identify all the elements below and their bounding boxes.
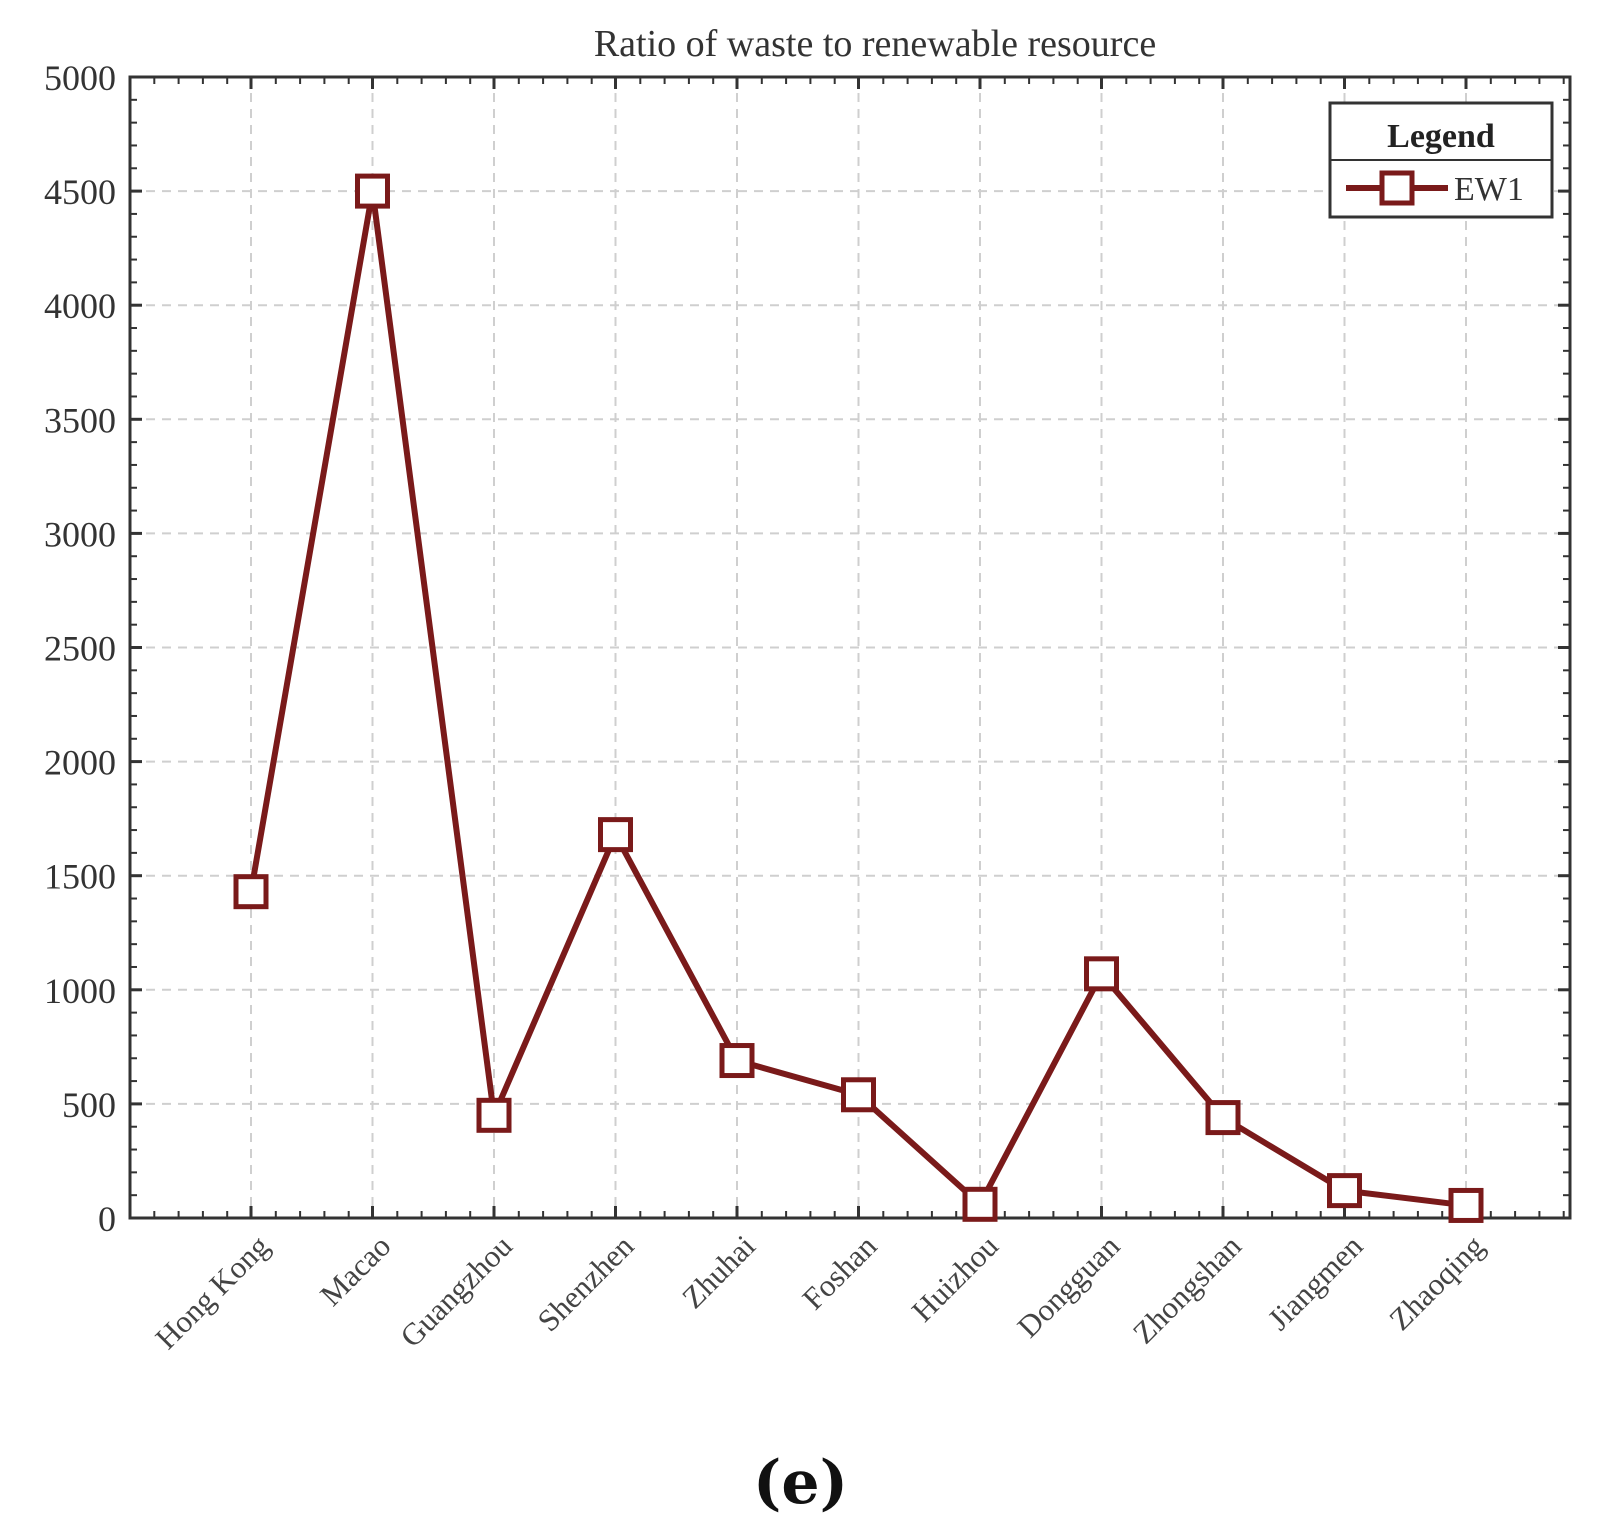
data-point-marker	[355, 173, 390, 209]
y-tick-label: 4000	[44, 286, 116, 326]
y-tick-labels: 0 500 1000 1500 2000 2500 3000 3500 4000 4500 5000	[44, 58, 116, 1239]
data-point-marker	[598, 817, 633, 853]
legend-series-marker	[1379, 170, 1415, 206]
chart-title: Ratio of waste to renewable resource	[594, 23, 1156, 65]
data-point-marker	[1448, 1187, 1484, 1223]
data-point-marker	[962, 1186, 998, 1222]
y-tick-label: 1000	[44, 971, 116, 1011]
data-point-marker	[233, 874, 269, 910]
data-point-marker	[476, 1097, 512, 1133]
legend-title: Legend	[1387, 118, 1495, 155]
plot-frame	[128, 75, 1572, 1220]
y-tick-label: 1500	[44, 857, 116, 897]
data-point-marker	[1084, 956, 1119, 992]
y-tick-label: 4500	[44, 172, 116, 212]
y-tick-label: 2500	[44, 629, 116, 669]
y-tick-label: 5000	[44, 58, 116, 98]
data-point-marker	[1205, 1100, 1241, 1136]
legend-series-label: EW1	[1454, 171, 1524, 208]
y-tick-label: 0	[98, 1199, 116, 1239]
y-tick-label: 500	[62, 1085, 116, 1125]
legend: Legend EW1	[1328, 101, 1554, 219]
data-point-marker	[719, 1043, 755, 1079]
figure-caption: (e)	[753, 1448, 848, 1518]
y-tick-label: 3500	[44, 400, 116, 440]
y-tick-label: 3000	[44, 514, 116, 554]
data-point-marker	[1327, 1173, 1362, 1209]
line-chart: 0 500 1000 1500 2000 2500 3000 3500 4000 4500 5000…	[44, 23, 1572, 1356]
y-tick-label: 2000	[44, 743, 116, 783]
data-point-marker	[841, 1077, 876, 1113]
series-layer	[233, 173, 1484, 1223]
